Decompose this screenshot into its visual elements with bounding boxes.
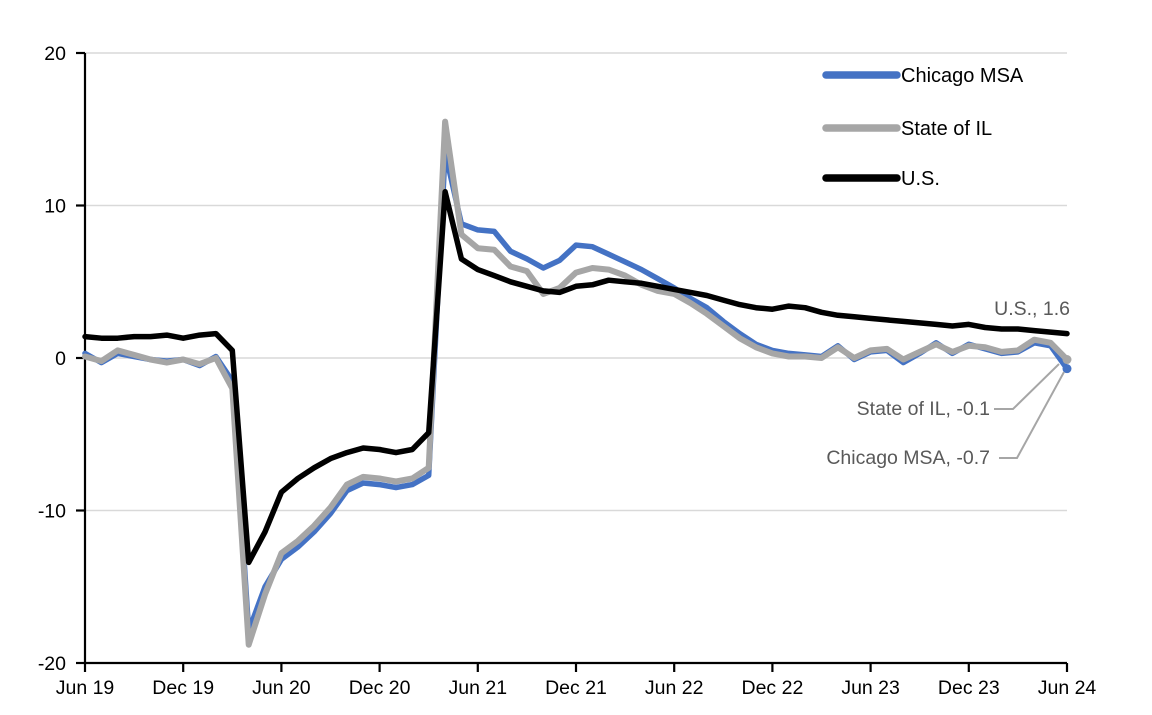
legend-item-us: U.S. [822, 168, 940, 190]
x-tick-label: Dec 19 [152, 677, 214, 699]
x-tick-label: Jun 21 [449, 677, 508, 699]
x-tick-label: Jun 24 [1038, 677, 1097, 699]
x-tick-label: Jun 20 [252, 677, 311, 699]
gridlines [85, 52, 1067, 512]
leader-line-chicago-msa [999, 371, 1065, 459]
series-end-dot-chicago-msa [1062, 364, 1072, 374]
series-line-u-s- [82, 189, 1070, 566]
x-tick-label: Jun 23 [841, 677, 900, 699]
x-tick-label: Dec 23 [938, 677, 1000, 699]
annotation-state-of-il: State of IL, -0.1 [857, 398, 990, 420]
series-lines [82, 118, 1070, 648]
series-end-markers [1062, 355, 1072, 374]
y-tick-label: 20 [44, 43, 66, 65]
legend-label-us: U.S. [901, 168, 940, 190]
x-tick-label: Jun 22 [645, 677, 704, 699]
legend-label-state-of-il: State of IL [901, 118, 992, 140]
leader-line-state-of-il [994, 363, 1060, 410]
y-tick-label: -20 [38, 653, 66, 675]
y-tick-label: 0 [55, 348, 66, 370]
annotations: U.S., 1.6 State of IL, -0.1 Chicago MSA,… [826, 298, 1070, 469]
legend: Chicago MSA State of IL U.S. [822, 65, 1024, 190]
x-tick-label: Dec 20 [349, 677, 411, 699]
annotation-chicago-msa: Chicago MSA, -0.7 [826, 447, 990, 469]
series-line-state-of-il [82, 118, 1070, 648]
y-tick-label: 10 [44, 196, 66, 218]
x-tick-label: Jun 19 [56, 677, 115, 699]
x-tick-label: Dec 22 [742, 677, 804, 699]
legend-item-chicago-msa: Chicago MSA [822, 65, 1024, 87]
axes [76, 51, 1069, 672]
annotation-us: U.S., 1.6 [994, 298, 1070, 320]
annotation-leaders [994, 363, 1065, 459]
legend-item-state-of-il: State of IL [822, 118, 992, 140]
series-end-dot-state-of-il [1062, 355, 1072, 365]
y-tick-label: -10 [38, 501, 66, 523]
legend-label-chicago-msa: Chicago MSA [901, 65, 1024, 87]
x-tick-label: Dec 21 [545, 677, 607, 699]
